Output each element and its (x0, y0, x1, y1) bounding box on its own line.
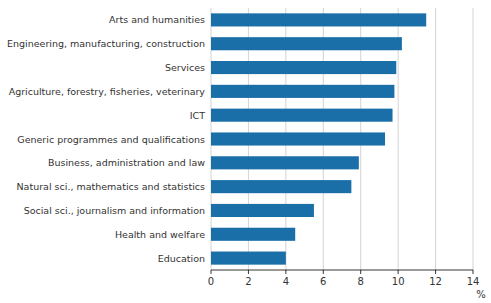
x-axis-line (211, 270, 473, 271)
x-tick-label: 14 (467, 276, 480, 287)
x-tick (285, 270, 286, 274)
grid-line (473, 8, 474, 270)
bar (211, 37, 402, 50)
category-label: Business, administration and law (48, 157, 205, 168)
category-label: Health and welfare (115, 229, 205, 240)
category-label: Education (158, 253, 205, 264)
bar (211, 252, 286, 265)
bar (211, 228, 295, 241)
x-tick (248, 270, 249, 274)
bars (211, 13, 426, 264)
x-tick-label: 2 (245, 276, 251, 287)
category-label: Generic programmes and qualifications (17, 134, 205, 145)
x-tick (435, 270, 436, 274)
category-label: ICT (190, 110, 205, 121)
x-axis-label: % (476, 289, 486, 300)
category-label: Agriculture, forestry, fisheries, veteri… (9, 86, 206, 97)
x-tick (323, 270, 324, 274)
x-tick-label: 8 (358, 276, 364, 287)
bar (211, 61, 396, 74)
x-axis: 0 2 4 6 8 10 12 14 (208, 270, 480, 287)
category-label: Engineering, manufacturing, construction (7, 38, 205, 49)
bar (211, 132, 385, 145)
bar (211, 156, 359, 169)
x-tick (398, 270, 399, 274)
x-tick-label: 12 (429, 276, 442, 287)
bar (211, 13, 426, 26)
chart-container: Education Health and welfare Social sci., … (0, 0, 491, 303)
category-label: Natural sci., mathematics and statistics (17, 181, 206, 192)
x-tick-label: 0 (208, 276, 214, 287)
x-tick-label: 10 (392, 276, 405, 287)
grid-line (435, 8, 436, 270)
category-label: Social sci., journalism and information (24, 205, 205, 216)
bar (211, 204, 314, 217)
chart: Education Health and welfare Social sci., … (0, 0, 491, 303)
category-label: Services (165, 62, 205, 73)
x-tick-label: 4 (283, 276, 289, 287)
bar (211, 85, 394, 98)
x-tick (360, 270, 361, 274)
x-tick (211, 270, 212, 274)
bar (211, 109, 393, 122)
category-label: Arts and humanities (109, 14, 205, 25)
x-tick-label: 6 (320, 276, 326, 287)
y-axis-labels: Education Health and welfare Social sci., … (7, 14, 205, 263)
grid (211, 8, 473, 270)
bar (211, 180, 351, 193)
x-tick (473, 270, 474, 274)
